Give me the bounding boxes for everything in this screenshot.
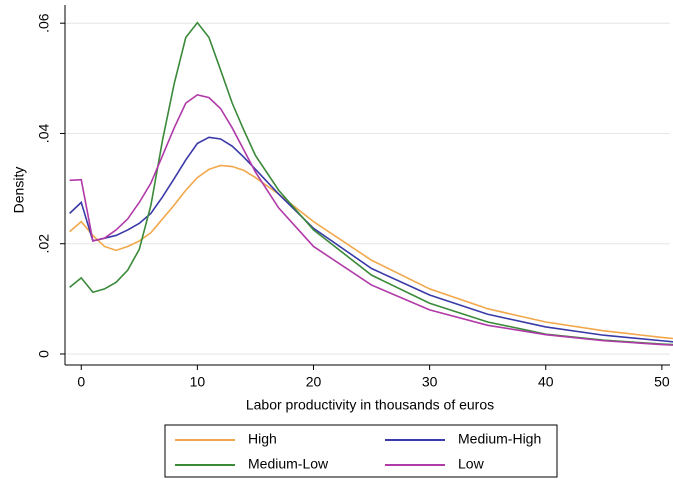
x-tick-label: 10 <box>190 374 206 390</box>
y-axis-label: Density <box>11 167 27 214</box>
y-tick-label: .06 <box>36 13 52 33</box>
legend-label: Medium-High <box>458 431 541 447</box>
x-tick-label: 50 <box>654 374 670 390</box>
x-tick-label: 40 <box>538 374 554 390</box>
series-line <box>69 93 673 346</box>
legend-box <box>164 424 558 478</box>
y-tick-label: .04 <box>36 124 52 144</box>
x-axis-label: Labor productivity in thousands of euros <box>246 397 494 413</box>
series-line <box>69 21 673 346</box>
series-line <box>69 164 673 340</box>
y-tick-label: .02 <box>36 234 52 254</box>
x-tick-label: 30 <box>422 374 438 390</box>
series-line <box>69 136 673 343</box>
x-tick-label: 0 <box>77 374 85 390</box>
legend-label: Low <box>458 456 485 472</box>
legend-label: Medium-Low <box>248 456 329 472</box>
x-tick-label: 20 <box>306 374 322 390</box>
legend-label: High <box>248 431 277 447</box>
y-tick-label: 0 <box>36 350 52 358</box>
